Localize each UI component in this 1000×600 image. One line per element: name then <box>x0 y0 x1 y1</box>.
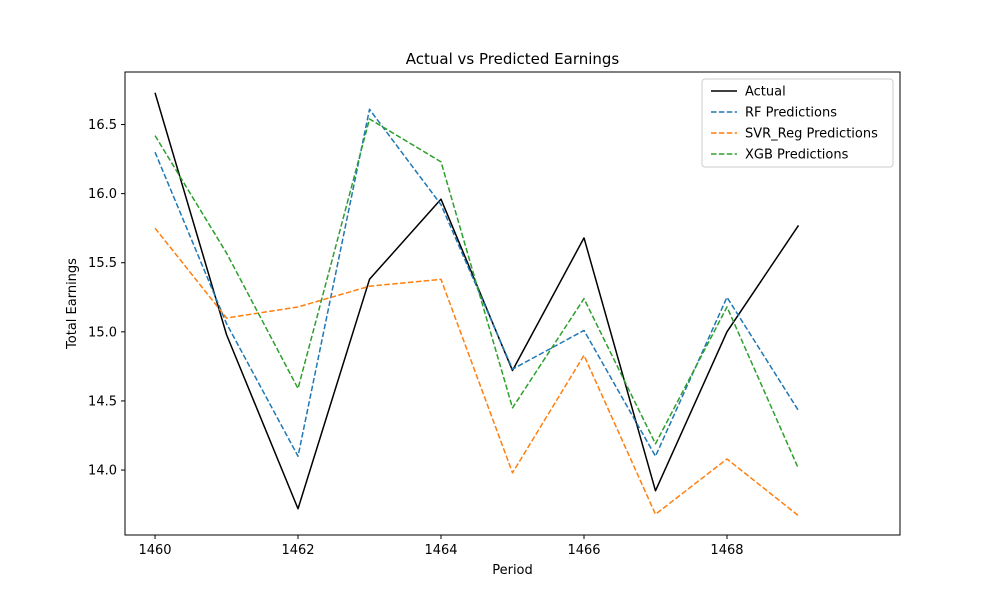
y-axis-title: Total Earnings <box>65 258 80 350</box>
x-tick-label: 1466 <box>567 543 600 558</box>
y-tick-label: 15.5 <box>88 256 117 271</box>
y-tick-label: 16.0 <box>88 187 117 202</box>
plot-area-frame <box>124 71 901 536</box>
y-tick-label: 14.5 <box>88 394 117 409</box>
series-line-xgb-predictions <box>154 118 800 469</box>
y-tick-label: 16.5 <box>88 118 117 133</box>
series-line-svr-reg-predictions <box>154 227 799 517</box>
legend-label-rf-predictions: RF Predictions <box>745 106 837 121</box>
series-layer <box>154 92 800 517</box>
x-tick-label: 1468 <box>710 543 743 558</box>
legend-label-xgb-predictions: XGB Predictions <box>745 148 849 163</box>
series-line-actual <box>154 92 800 510</box>
series-line-rf-predictions <box>154 108 800 457</box>
chart-title: Actual vs Predicted Earnings <box>406 50 620 68</box>
y-axis: 14.0 14.5 15.0 15.5 16.0 16.5 <box>88 118 125 479</box>
legend-label-svr-reg-predictions: SVR_Reg Predictions <box>745 127 878 142</box>
legend-box <box>701 78 894 168</box>
x-tick-label: 1464 <box>424 543 457 558</box>
legend-label-actual: Actual <box>745 85 786 100</box>
y-tick-label: 14.0 <box>88 464 117 479</box>
x-tick-label: 1462 <box>281 543 314 558</box>
x-tick-label: 1460 <box>138 543 171 558</box>
y-tick-label: 15.0 <box>88 325 117 340</box>
x-axis-title: Period <box>492 563 533 578</box>
x-axis: 1460 1462 1464 1466 1468 <box>138 535 744 558</box>
legend: Actual RF Predictions SVR_Reg Predictions X… <box>701 78 894 168</box>
